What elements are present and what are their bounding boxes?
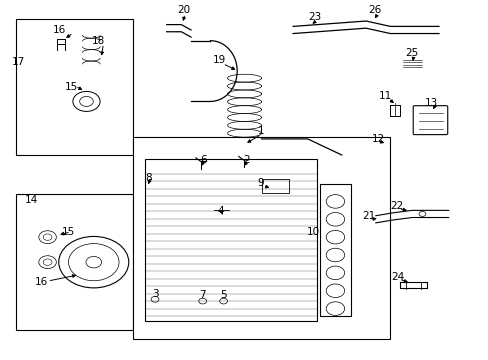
Bar [144,158,317,321]
Text: 3: 3 [152,289,159,298]
Text: 25: 25 [405,48,418,58]
Circle shape [59,237,128,288]
FancyBboxPatch shape [412,106,447,135]
Bar [16,194,132,330]
Bar [132,137,389,339]
Bar [16,19,132,155]
Circle shape [43,259,52,265]
Text: 2: 2 [243,155,250,165]
Circle shape [68,244,119,281]
Circle shape [80,96,93,107]
Circle shape [199,298,206,304]
Circle shape [43,234,52,240]
Bar [262,179,288,193]
Circle shape [39,231,56,244]
Circle shape [325,195,344,208]
Text: 7: 7 [199,290,205,300]
Text: 13: 13 [424,98,437,108]
Text: 14: 14 [25,195,38,204]
Text: 19: 19 [212,55,225,65]
Text: 12: 12 [371,134,384,144]
Text: 24: 24 [390,272,404,282]
Text: 11: 11 [378,91,391,101]
Circle shape [73,91,100,111]
Text: 5: 5 [220,290,226,300]
Circle shape [86,256,102,268]
Circle shape [325,302,344,315]
Text: 1: 1 [258,126,264,136]
Circle shape [325,248,344,262]
Circle shape [380,141,389,148]
Text: 10: 10 [306,227,320,237]
Text: 15: 15 [62,227,75,237]
Text: 20: 20 [177,5,190,15]
Circle shape [219,298,227,304]
Text: 15: 15 [65,82,79,92]
Circle shape [325,266,344,280]
Text: 21: 21 [361,211,374,221]
Text: 6: 6 [200,155,206,165]
Text: 4: 4 [217,206,224,216]
Text: 16: 16 [53,25,66,35]
Text: 26: 26 [367,5,381,15]
Text: 17: 17 [12,57,25,67]
Text: 9: 9 [257,178,264,188]
Circle shape [325,212,344,226]
Bar [319,184,351,316]
Text: 22: 22 [389,201,403,211]
Text: 23: 23 [308,13,321,22]
Text: 18: 18 [92,36,105,46]
Text: 8: 8 [144,173,151,183]
Circle shape [325,284,344,297]
Circle shape [418,211,425,216]
Circle shape [151,296,159,302]
Circle shape [325,230,344,244]
Text: 16: 16 [35,277,48,287]
Circle shape [39,256,56,269]
